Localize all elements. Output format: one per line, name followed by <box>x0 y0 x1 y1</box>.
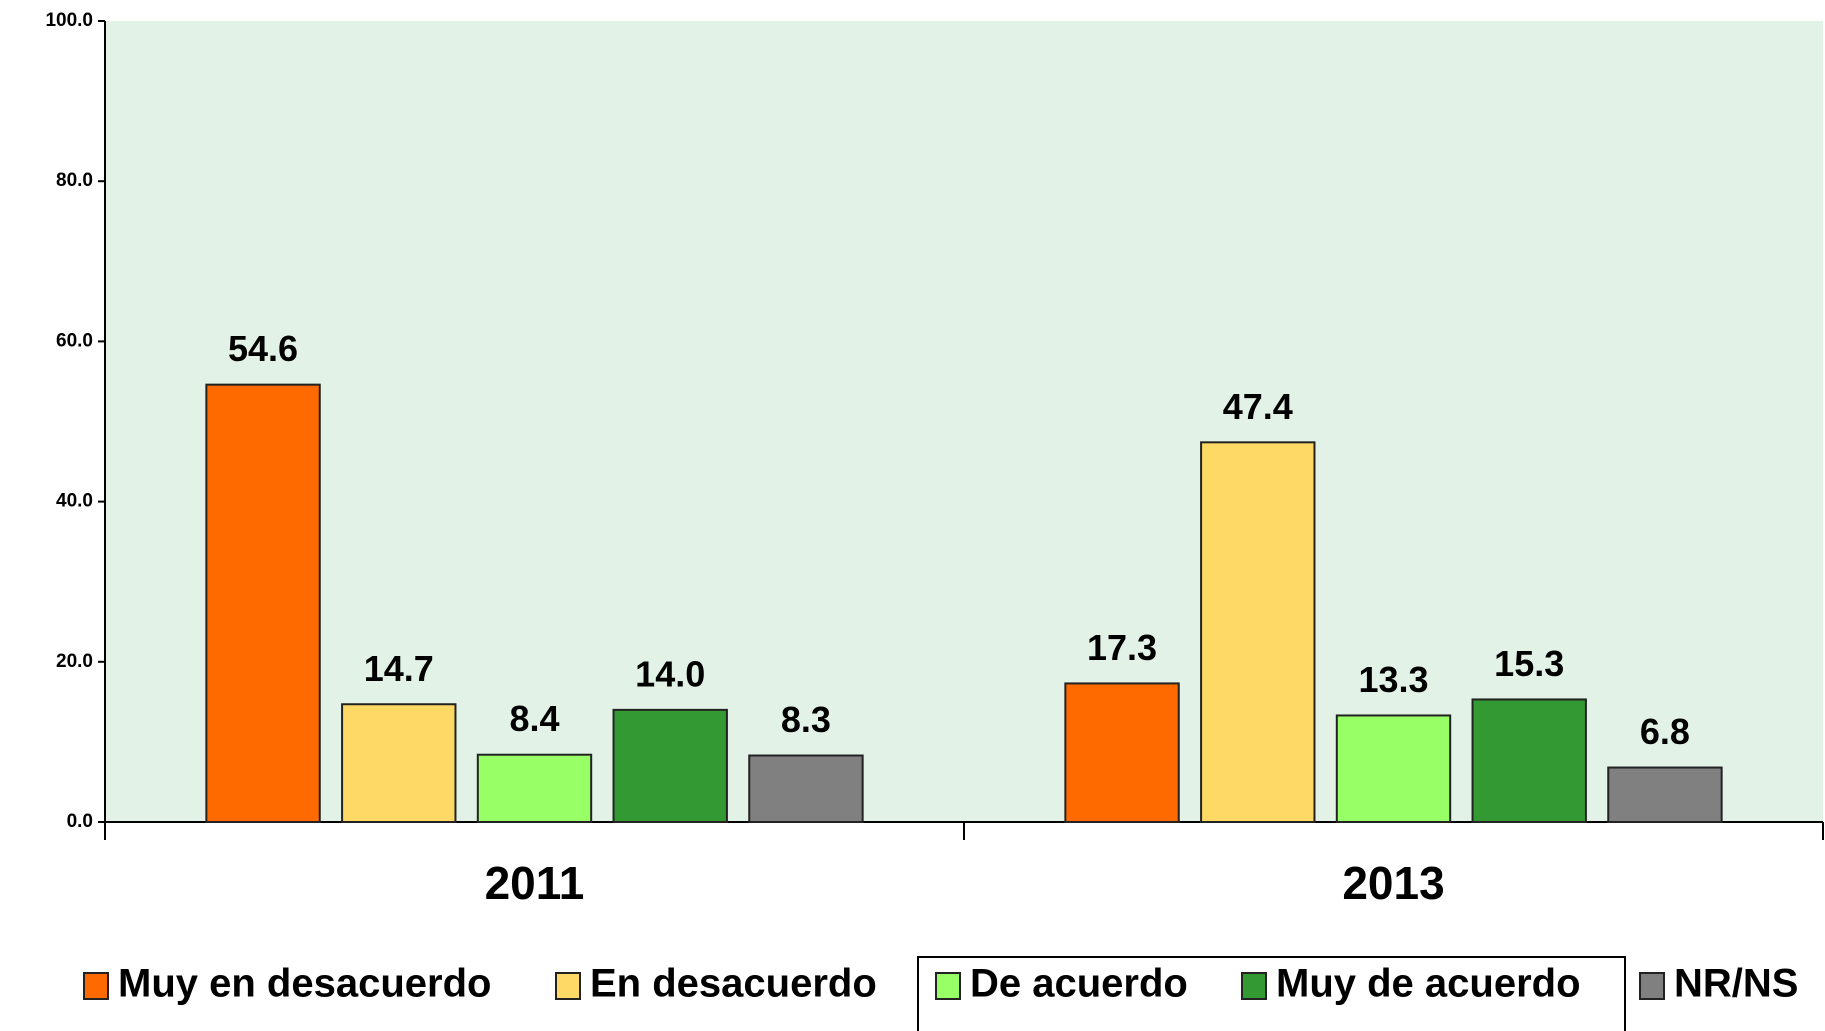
y-tick-label: 60.0 <box>56 330 93 351</box>
data-label: 14.0 <box>635 653 705 694</box>
data-label: 54.6 <box>228 328 298 369</box>
bar <box>341 703 457 823</box>
x-tick-label: 2013 <box>1342 857 1444 909</box>
legend-swatch <box>935 972 961 1000</box>
y-tick-label: 40.0 <box>56 491 93 512</box>
bar <box>1200 441 1316 823</box>
data-label: 8.4 <box>509 698 559 739</box>
legend-label: NR/NS <box>1674 962 1798 1006</box>
data-label: 47.4 <box>1223 386 1293 427</box>
data-label: 6.8 <box>1640 711 1690 752</box>
data-label: 14.7 <box>364 648 434 689</box>
legend-swatch <box>1639 972 1665 1000</box>
legend-swatch <box>83 972 109 1000</box>
legend-label: Muy de acuerdo <box>1276 962 1581 1006</box>
data-label: 15.3 <box>1494 643 1564 684</box>
bar <box>1335 714 1452 823</box>
bar <box>748 754 864 824</box>
legend-label: De acuerdo <box>970 962 1188 1006</box>
x-tick-label: 2011 <box>485 857 585 909</box>
legend-label: Muy en desacuerdo <box>118 962 491 1006</box>
data-label: 17.3 <box>1087 627 1157 668</box>
y-tick-label: 20.0 <box>56 651 93 672</box>
bar <box>1607 766 1723 823</box>
y-tick-label: 0.0 <box>67 811 93 832</box>
bar <box>205 383 321 823</box>
legend-frame <box>917 956 1626 1031</box>
legend-swatch <box>555 972 581 1000</box>
bar <box>612 708 728 823</box>
plot-area <box>105 21 1823 822</box>
data-label: 13.3 <box>1358 659 1428 700</box>
y-tick-label: 100.0 <box>45 10 93 31</box>
bar <box>476 753 593 823</box>
bar <box>1471 698 1587 824</box>
y-tick-label: 80.0 <box>56 170 93 191</box>
legend-label: En desacuerdo <box>590 962 877 1006</box>
bar <box>1064 682 1180 823</box>
data-label: 8.3 <box>781 699 831 740</box>
legend-swatch <box>1241 972 1267 1000</box>
